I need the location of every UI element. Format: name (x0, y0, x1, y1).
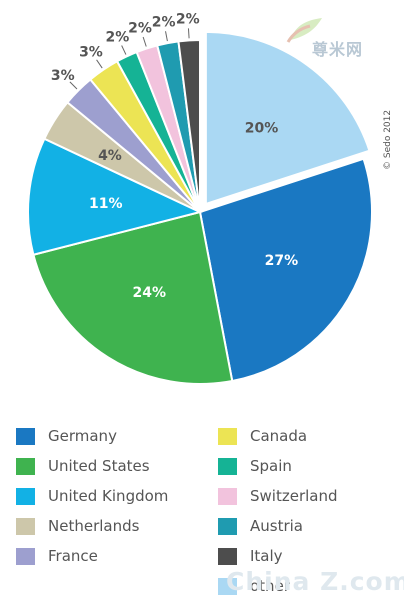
legend-swatch-italy (218, 547, 237, 565)
legend-item-netherlands: Netherlands (16, 516, 139, 536)
slice-label-germany: 27% (265, 253, 299, 269)
legend-item-other: other (218, 576, 290, 596)
slice-label-austria: 2% (152, 14, 176, 30)
legend-label-united-kingdom: United Kingdom (48, 487, 169, 505)
pie-chart-svg: 20%27%24%11%4%3%3%2%2% 2% 2% (27, 11, 373, 385)
legend-item-canada: Canada (218, 426, 307, 446)
pie-slice-united-kingdom (27, 137, 203, 256)
legend-item-austria: Austria (218, 516, 303, 536)
slice-label-canada: 3% (79, 45, 103, 61)
watermark-top-text: 尊米网 (312, 40, 364, 59)
pie-chart: 20% 27% 24% 11% 4% 3% 3% 2% 2% 2% 2% © Sedo 2012 尊… (27, 11, 396, 385)
leader-line-spain (121, 45, 127, 55)
legend-swatch-germany (16, 427, 35, 445)
watermark-leaf-icon (286, 18, 322, 43)
slice-label-netherlands: 4% (98, 148, 122, 164)
legend-swatch-other (218, 577, 237, 595)
pie-slice-other (204, 30, 371, 206)
legend-swatch-united-states (16, 457, 35, 475)
legend-swatch-austria (218, 517, 237, 535)
legend-swatch-switzerland (218, 487, 237, 505)
legend-label-united-states: United States (48, 457, 150, 475)
watermark-logo: 尊米网 (286, 14, 396, 62)
leader-line-italy (187, 28, 190, 39)
legend-label-italy: Italy (250, 547, 283, 565)
pie-slice-germany (198, 157, 373, 383)
copyright-text: © Sedo 2012 (383, 109, 393, 170)
pie-slice-united-states (32, 210, 234, 385)
legend-label-switzerland: Switzerland (250, 487, 338, 505)
legend-label-austria: Austria (250, 517, 303, 535)
legend-swatch-canada (218, 427, 237, 445)
legend-label-canada: Canada (250, 427, 308, 445)
slice-label-france: 3% (51, 68, 75, 84)
legend: Germany United States United Kingdom Nether… (0, 426, 404, 600)
legend-label-other: other (250, 577, 290, 595)
slice-label-italy: 2% (176, 11, 200, 27)
leader-line-france (69, 81, 78, 90)
legend-item-italy: Italy (218, 546, 283, 566)
legend-item-united-states: United States (16, 456, 150, 476)
leader-line-switzerland (142, 36, 147, 47)
legend-swatch-netherlands (16, 517, 35, 535)
slice-label-other: 20% (245, 120, 279, 136)
legend-label-germany: Germany (48, 427, 117, 445)
slice-label-switzerland: 2% (128, 20, 152, 36)
legend-swatch-france (16, 547, 35, 565)
legend-swatch-united-kingdom (16, 487, 35, 505)
slice-label-united-states: 24% (133, 285, 167, 301)
leader-line-canada (96, 59, 103, 69)
slice-label-united-kingdom: 11% (89, 196, 123, 212)
legend-item-germany: Germany (16, 426, 117, 446)
legend-item-france: France (16, 546, 98, 566)
legend-label-france: France (48, 547, 98, 565)
legend-swatch-spain (218, 457, 237, 475)
legend-item-switzerland: Switzerland (218, 486, 338, 506)
leader-line-austria (165, 31, 168, 42)
watermark-bottom-text: China Z.com (226, 567, 404, 596)
legend-item-spain: Spain (218, 456, 292, 476)
slice-label-spain: 2% (106, 29, 130, 45)
pie-slice-italy (177, 38, 201, 213)
legend-item-united-kingdom: United Kingdom (16, 486, 168, 506)
legend-label-netherlands: Netherlands (48, 517, 140, 535)
legend-label-spain: Spain (250, 457, 292, 475)
